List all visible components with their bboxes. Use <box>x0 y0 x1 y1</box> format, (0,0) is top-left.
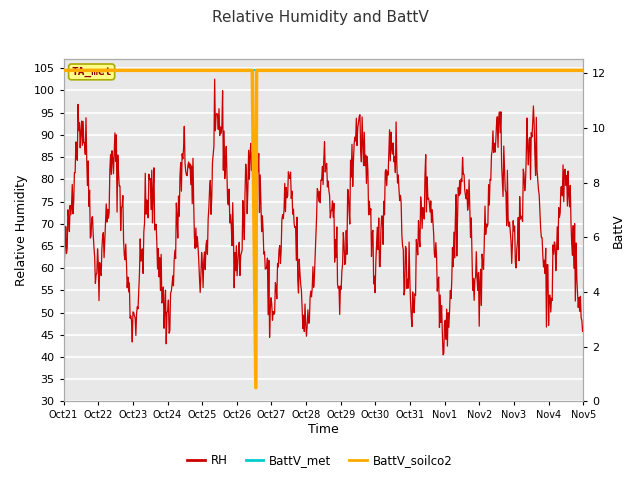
Text: Relative Humidity and BattV: Relative Humidity and BattV <box>212 10 428 24</box>
Legend: RH, BattV_met, BattV_soilco2: RH, BattV_met, BattV_soilco2 <box>182 449 458 472</box>
X-axis label: Time: Time <box>308 423 339 436</box>
Text: TA_met: TA_met <box>72 67 112 77</box>
Y-axis label: BattV: BattV <box>612 213 625 248</box>
Y-axis label: Relative Humidity: Relative Humidity <box>15 175 28 286</box>
